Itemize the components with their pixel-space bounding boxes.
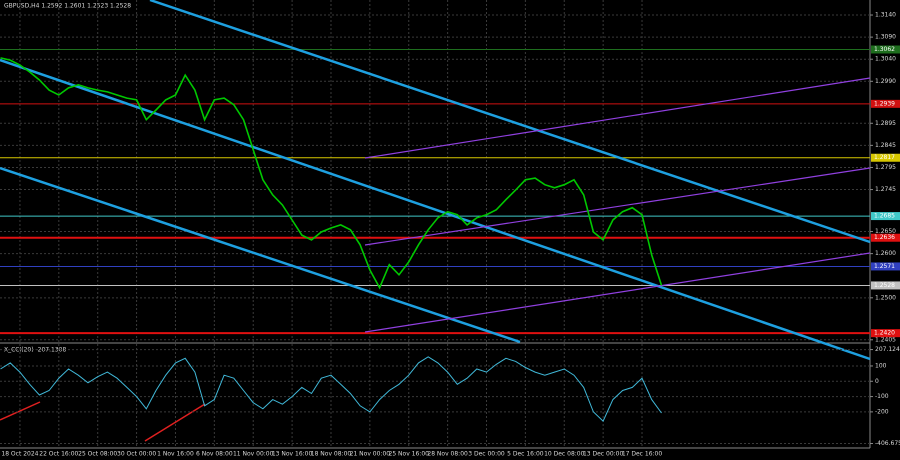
level-label: 1.2939 [874, 100, 895, 107]
y-tick-label: 1.2600 [875, 250, 896, 257]
x-tick-label: 25 Nov 16:00 [389, 451, 430, 458]
level-label: 1.2817 [874, 154, 895, 161]
y-tick-label: -406.6757 [875, 440, 900, 447]
x-tick-label: 11 Nov 00:00 [233, 451, 274, 458]
level-tag [871, 233, 900, 242]
y-tick-label: 1.2650 [875, 228, 896, 235]
y-tick-label: 1.3090 [875, 34, 896, 41]
level-label: 1.2636 [874, 234, 895, 241]
y-tick-label: 1.3040 [875, 56, 896, 63]
series-line [0, 356, 662, 422]
x-tick-label: 28 Nov 08:00 [427, 451, 468, 458]
y-tick-label: 1.2795 [875, 164, 896, 171]
channel-line [364, 252, 871, 333]
x-tick-label: 10 Dec 08:00 [544, 451, 585, 458]
x-tick-label: 6 Nov 08:00 [196, 451, 233, 458]
level-tag [871, 153, 900, 162]
x-tick-label: 21 Nov 00:00 [350, 451, 391, 458]
channels [0, 0, 871, 442]
y-tick-label: 1.2990 [875, 78, 896, 85]
channel-line [364, 167, 871, 246]
x-tick-label: 13 Nov 16:00 [272, 451, 313, 458]
level-tag [871, 262, 900, 271]
x-tick-label: 17 Dec 16:00 [622, 451, 663, 458]
level-tag [871, 45, 900, 54]
y-tick-label: 1.2405 [875, 336, 896, 343]
x-tick-label: 13 Dec 00:00 [583, 451, 624, 458]
y-tick-label: 207.1248 [875, 346, 900, 353]
channel-line [149, 0, 871, 244]
trend-line [144, 403, 206, 442]
level-tag [871, 99, 900, 108]
level-tag [871, 281, 900, 290]
channel-line [0, 166, 521, 344]
y-tick-label: 1.2845 [875, 142, 896, 149]
y-tick-label: 1.2895 [875, 120, 896, 127]
y-tick-label: 0 [875, 378, 879, 385]
y-tick-label: 1.2500 [875, 294, 896, 301]
x-tick-label: 30 Oct 00:00 [117, 451, 156, 458]
channel-line [364, 77, 871, 159]
x-tick-label: 25 Oct 08:00 [78, 451, 117, 458]
y-tick-label: 100 [875, 362, 887, 369]
level-label: 1.2571 [874, 263, 895, 270]
x-tick-label: 18 Nov 08:00 [311, 451, 352, 458]
x-tick-label: 3 Dec 00:00 [468, 451, 505, 458]
y-tick-label: -100 [875, 393, 889, 400]
level-tag [871, 212, 900, 221]
y-tick-label: -200 [875, 408, 889, 415]
level-tag [871, 329, 900, 338]
y-tick-label: 1.2745 [875, 186, 896, 193]
x-tick-label: 18 Oct 2024 [1, 451, 38, 458]
indicator-title: X_CCI(20) -207.1308 [4, 347, 66, 354]
level-label: 1.2685 [874, 213, 895, 220]
y-tick-label: 1.3140 [875, 12, 896, 19]
channel-line [0, 58, 871, 361]
trend-line [0, 401, 41, 421]
level-label: 1.3062 [874, 46, 895, 53]
x-tick-label: 5 Dec 16:00 [507, 451, 544, 458]
series-line [0, 57, 663, 290]
chart-title: GBPUSD,H4 1.2592 1.2601 1.2523 1.2528 [4, 3, 131, 10]
x-tick-label: 22 Oct 16:00 [39, 451, 78, 458]
level-label: 1.2420 [874, 330, 895, 337]
x-tick-label: 1 Nov 16:00 [157, 451, 194, 458]
level-label: 1.2528 [874, 282, 895, 289]
